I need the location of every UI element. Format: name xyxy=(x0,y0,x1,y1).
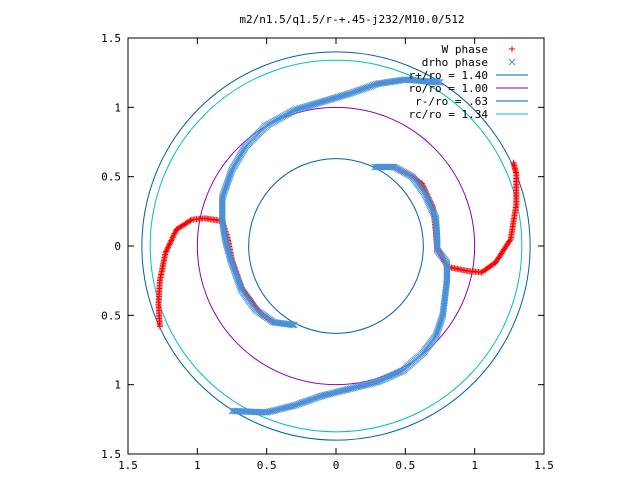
data-point xyxy=(168,236,175,243)
data-point xyxy=(436,79,444,86)
x-tick-label: 0.5 xyxy=(257,459,277,472)
data-point xyxy=(510,159,517,166)
data-point xyxy=(169,234,176,241)
data-point xyxy=(167,240,174,247)
x-tick-label: 1.5 xyxy=(534,459,554,472)
legend-marker xyxy=(509,46,515,52)
data-point xyxy=(218,198,226,206)
axes: 1.5 1 0.5 0 0.5 1 1.51.510.500.511.5 xyxy=(101,32,554,472)
chart-title: m2/n1.5/q1.5/r-+.45-j232/M10.0/512 xyxy=(239,13,464,26)
series-1 xyxy=(218,76,451,416)
data-point xyxy=(163,247,170,254)
y-tick-label: 1.5 xyxy=(101,448,121,461)
data-point xyxy=(433,237,441,245)
data-point xyxy=(218,200,226,208)
x-tick-label: 1 xyxy=(194,459,201,472)
data-point xyxy=(433,238,441,246)
data-point xyxy=(218,201,226,209)
data-point xyxy=(218,217,226,225)
x-tick-label: 0 xyxy=(333,459,340,472)
legend-marker xyxy=(508,58,516,66)
legend-label: r-/ro = .63 xyxy=(415,95,488,108)
legend-label: r+/ro = 1.40 xyxy=(409,69,488,82)
data-point xyxy=(218,206,226,214)
data-point xyxy=(166,241,173,248)
reference-circles xyxy=(141,51,531,441)
data-point xyxy=(165,244,172,251)
data-point xyxy=(218,212,226,220)
y-tick-label: 0.5 xyxy=(101,171,121,184)
data-point xyxy=(228,407,236,415)
circle-0 xyxy=(141,51,531,441)
legend-label: ro/ro = 1.00 xyxy=(409,82,488,95)
data-point xyxy=(435,78,442,86)
data-point xyxy=(433,240,441,248)
data-point xyxy=(433,242,441,249)
legend-label: drho phase xyxy=(422,56,488,69)
data-point xyxy=(218,203,226,211)
y-tick-label: 0.5 xyxy=(101,309,121,322)
circle-1 xyxy=(196,106,476,386)
data-point xyxy=(218,216,226,223)
data-point xyxy=(172,229,179,236)
data-point xyxy=(218,209,226,217)
data-point xyxy=(218,214,226,222)
data-series xyxy=(155,76,520,416)
data-point xyxy=(230,407,237,415)
data-point xyxy=(218,208,226,215)
data-point xyxy=(433,235,441,243)
legend-label: W phase xyxy=(442,43,488,56)
data-point xyxy=(170,233,177,240)
circle-3 xyxy=(149,59,523,433)
circle-2 xyxy=(248,158,424,334)
data-point xyxy=(218,211,226,219)
x-tick-label: 1 xyxy=(471,459,478,472)
data-point xyxy=(156,323,163,330)
legend-label: rc/ro = 1.34 xyxy=(409,108,489,121)
data-point xyxy=(506,237,513,244)
data-point xyxy=(168,237,175,244)
data-point xyxy=(171,230,178,237)
data-point xyxy=(173,226,180,233)
data-point xyxy=(167,238,174,245)
y-tick-label: 1 xyxy=(114,379,121,392)
data-point xyxy=(163,248,170,255)
data-point xyxy=(165,243,172,249)
data-point xyxy=(170,231,177,238)
data-point xyxy=(231,407,239,415)
x-tick-label: 0.5 xyxy=(395,459,415,472)
y-tick-label: 0 xyxy=(114,240,121,253)
data-point xyxy=(164,245,171,252)
y-tick-label: 1 xyxy=(114,101,121,114)
data-point xyxy=(172,227,179,234)
data-point xyxy=(218,205,226,212)
y-tick-label: 1.5 xyxy=(101,32,121,45)
x-tick-label: 1.5 xyxy=(118,459,138,472)
